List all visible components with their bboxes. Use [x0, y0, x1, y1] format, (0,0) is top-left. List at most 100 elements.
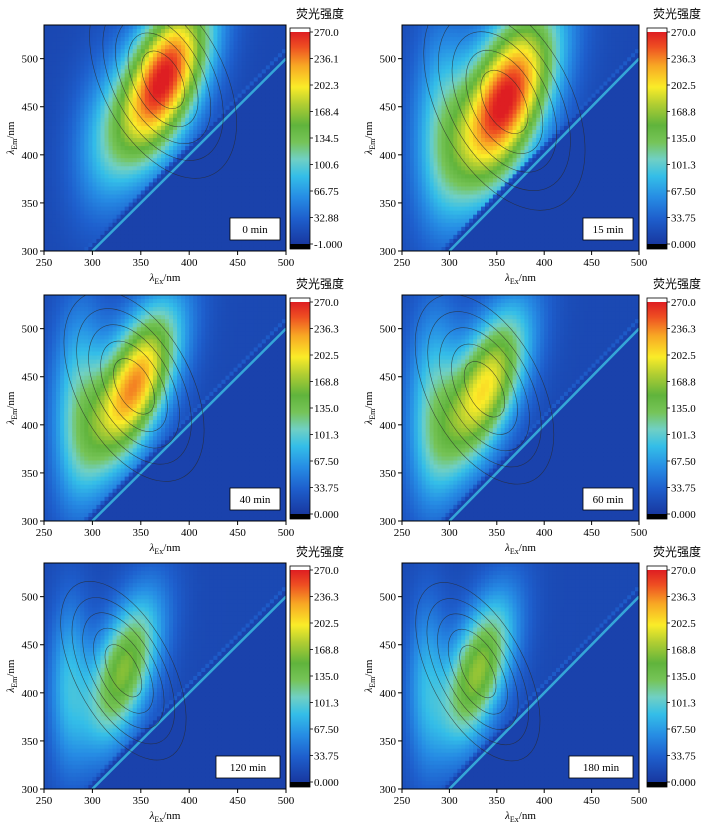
heatmap-cell: [237, 129, 243, 135]
heatmap-cell: [253, 53, 259, 58]
heatmap-cell: [229, 210, 235, 216]
heatmap-cell: [124, 81, 130, 87]
heatmap-cell: [197, 93, 202, 99]
heatmap-cell: [261, 45, 267, 50]
heatmap-cell: [76, 138, 81, 143]
heatmap-cell: [68, 202, 73, 208]
heatmap-cell: [413, 146, 419, 151]
heatmap-cell: [413, 246, 419, 251]
heatmap-cell: [496, 29, 502, 34]
heatmap-cell: [449, 121, 454, 127]
heatmap-cell: [48, 69, 53, 75]
heatmap-cell: [481, 93, 486, 99]
heatmap-cell: [120, 158, 126, 163]
heatmap-cell: [68, 85, 73, 91]
heatmap-cell: [72, 226, 77, 232]
heatmap-cell: [144, 170, 150, 175]
heatmap-cell: [413, 53, 419, 58]
heatmap-cell: [173, 65, 178, 70]
heatmap-cell: [417, 174, 423, 179]
heatmap-cell: [409, 93, 415, 99]
heatmap-cell: [484, 226, 490, 232]
heatmap-cell: [44, 158, 49, 163]
heatmap-cell: [405, 121, 411, 127]
heatmap-cell: [80, 121, 85, 127]
heatmap-cell: [421, 198, 427, 204]
heatmap-cell: [496, 113, 502, 119]
heatmap-cell: [144, 226, 150, 232]
heatmap-cell: [429, 206, 435, 212]
heatmap-cell: [104, 218, 110, 224]
heatmap-cell: [124, 45, 130, 50]
heatmap-cell: [281, 142, 286, 147]
heatmap-cell: [148, 37, 154, 42]
heatmap-cell: [269, 113, 275, 119]
heatmap-cell: [205, 89, 210, 95]
heatmap-cell: [429, 65, 435, 70]
heatmap-cell: [402, 77, 407, 83]
heatmap-cell: [465, 142, 470, 147]
heatmap-cell: [237, 142, 243, 147]
heatmap-cell: [273, 109, 279, 115]
heatmap-cell: [425, 41, 431, 46]
heatmap-cell: [205, 57, 210, 62]
heatmap-cell: [197, 33, 202, 38]
heatmap-cell: [413, 113, 419, 119]
heatmap-cell: [441, 53, 447, 58]
heatmap-cell: [449, 105, 454, 111]
heatmap-cell: [185, 57, 190, 62]
heatmap-cell: [104, 41, 110, 46]
heatmap-cell: [441, 37, 447, 42]
heatmap-cell: [441, 150, 447, 155]
heatmap-cell: [409, 101, 415, 107]
heatmap-cell: [233, 170, 239, 175]
heatmap-cell: [193, 97, 198, 103]
heatmap-cell: [181, 41, 186, 46]
heatmap-cell: [48, 113, 53, 119]
heatmap-cell: [185, 162, 190, 167]
heatmap-cell: [257, 33, 263, 38]
heatmap-cell: [72, 206, 77, 212]
heatmap-cell: [124, 53, 130, 58]
heatmap-cell: [500, 89, 506, 95]
heatmap-cell: [233, 178, 239, 183]
heatmap-cell: [237, 29, 243, 34]
heatmap-cell: [217, 93, 223, 99]
heatmap-cell: [405, 234, 411, 240]
heatmap-cell: [221, 85, 227, 91]
heatmap-cell: [237, 146, 243, 151]
heatmap-cell: [484, 97, 490, 103]
heatmap-cell: [453, 234, 458, 240]
heatmap-cell: [88, 85, 93, 91]
heatmap-cell: [148, 93, 154, 99]
heatmap-cell: [277, 146, 283, 151]
heatmap-cell: [152, 206, 158, 212]
heatmap-cell: [209, 25, 214, 30]
heatmap-cell: [469, 142, 474, 147]
heatmap-cell: [417, 150, 423, 155]
heatmap-cell: [457, 206, 462, 212]
heatmap-cell: [88, 113, 93, 119]
heatmap-cell: [193, 214, 198, 220]
heatmap-cell: [437, 214, 443, 220]
heatmap-cell: [433, 129, 439, 135]
heatmap-cell: [120, 121, 126, 127]
heatmap-cell: [477, 186, 482, 192]
heatmap-cell: [128, 133, 134, 139]
heatmap-cell: [245, 89, 251, 95]
heatmap-cell: [80, 133, 85, 139]
heatmap-cell: [120, 238, 126, 244]
heatmap-cell: [237, 182, 243, 188]
heatmap-cell: [496, 242, 502, 248]
heatmap-cell: [477, 230, 482, 236]
heatmap-cell: [269, 178, 275, 183]
heatmap-cell: [249, 81, 255, 87]
heatmap-cell: [189, 37, 194, 42]
heatmap-cell: [488, 174, 494, 179]
heatmap-cell: [165, 170, 170, 175]
heatmap-cell: [461, 186, 466, 192]
heatmap-cell: [197, 109, 202, 115]
heatmap-cell: [177, 89, 182, 95]
heatmap-cell: [132, 29, 138, 34]
heatmap-cell: [473, 190, 478, 196]
